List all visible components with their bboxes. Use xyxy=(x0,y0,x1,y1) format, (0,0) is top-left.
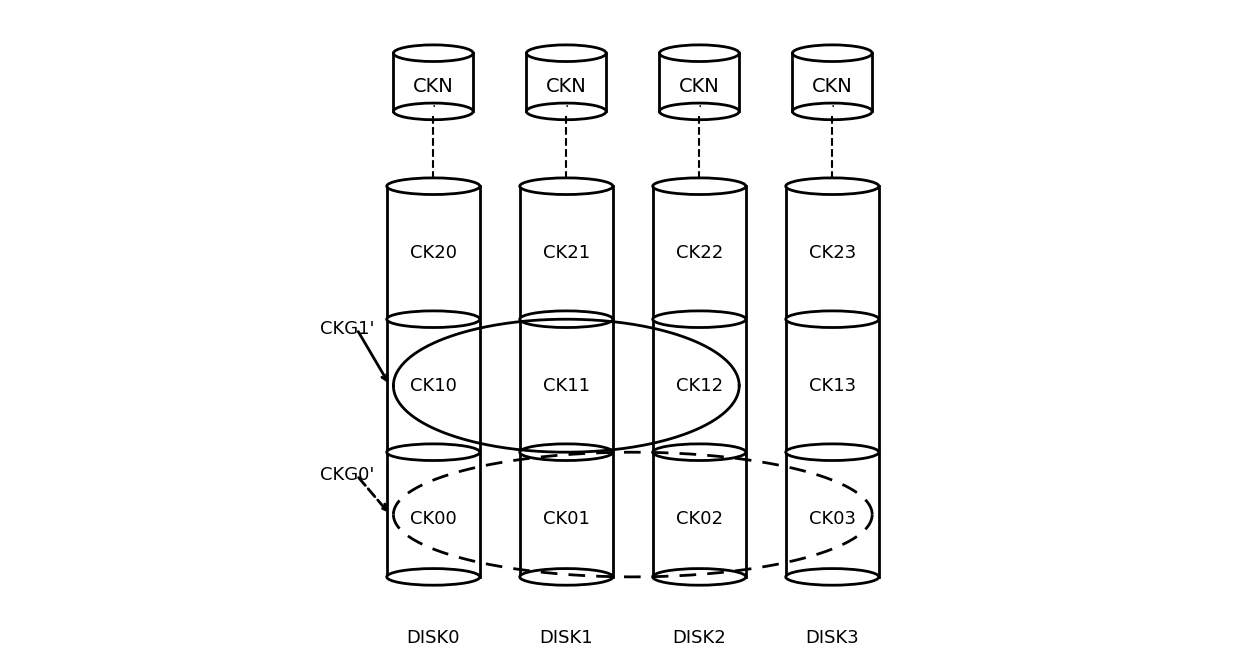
Bar xyxy=(387,186,479,577)
Text: CK00: CK00 xyxy=(410,509,457,528)
Ellipse shape xyxy=(519,178,613,195)
Text: CK02: CK02 xyxy=(675,509,722,528)
Text: CK20: CK20 xyxy=(410,243,457,262)
Ellipse shape xyxy=(786,569,878,585)
Ellipse shape xyxy=(786,444,878,461)
Ellipse shape xyxy=(786,311,878,328)
Text: CKG0': CKG0' xyxy=(320,466,374,485)
Ellipse shape xyxy=(653,569,746,585)
Ellipse shape xyxy=(387,311,479,328)
Text: .: . xyxy=(830,96,835,110)
Text: .: . xyxy=(431,96,435,110)
Ellipse shape xyxy=(793,45,872,62)
Ellipse shape xyxy=(387,569,479,585)
Text: DISK2: DISK2 xyxy=(673,629,726,648)
Text: CK22: CK22 xyxy=(675,243,722,262)
Bar xyxy=(653,186,746,577)
Ellipse shape xyxy=(519,569,613,585)
Ellipse shape xyxy=(519,444,613,461)
Text: .: . xyxy=(564,96,569,110)
Text: CK03: CK03 xyxy=(809,509,856,528)
Ellipse shape xyxy=(519,311,613,328)
Text: CK11: CK11 xyxy=(543,376,590,395)
Ellipse shape xyxy=(527,45,606,62)
Text: CK01: CK01 xyxy=(543,509,590,528)
Text: CKG1': CKG1' xyxy=(320,320,374,338)
Text: CK23: CK23 xyxy=(809,243,856,262)
Text: DISK0: DISK0 xyxy=(406,629,460,648)
Text: CKN: CKN xyxy=(812,77,852,96)
Ellipse shape xyxy=(387,178,479,195)
Bar xyxy=(519,186,613,577)
Ellipse shape xyxy=(659,45,740,62)
Text: DISK3: DISK3 xyxy=(805,629,859,648)
Ellipse shape xyxy=(394,45,473,62)
Text: CK10: CK10 xyxy=(410,376,457,395)
Text: CKN: CKN xyxy=(679,77,720,96)
Ellipse shape xyxy=(653,178,746,195)
Text: CK12: CK12 xyxy=(675,376,722,395)
Text: DISK1: DISK1 xyxy=(539,629,593,648)
Ellipse shape xyxy=(653,311,746,328)
Text: CKN: CKN xyxy=(413,77,453,96)
Text: CKN: CKN xyxy=(546,77,587,96)
Ellipse shape xyxy=(653,444,746,461)
Text: .: . xyxy=(698,96,701,110)
Ellipse shape xyxy=(387,444,479,461)
Text: CK21: CK21 xyxy=(543,243,590,262)
Bar xyxy=(786,186,878,577)
Ellipse shape xyxy=(786,178,878,195)
Text: CK13: CK13 xyxy=(809,376,856,395)
